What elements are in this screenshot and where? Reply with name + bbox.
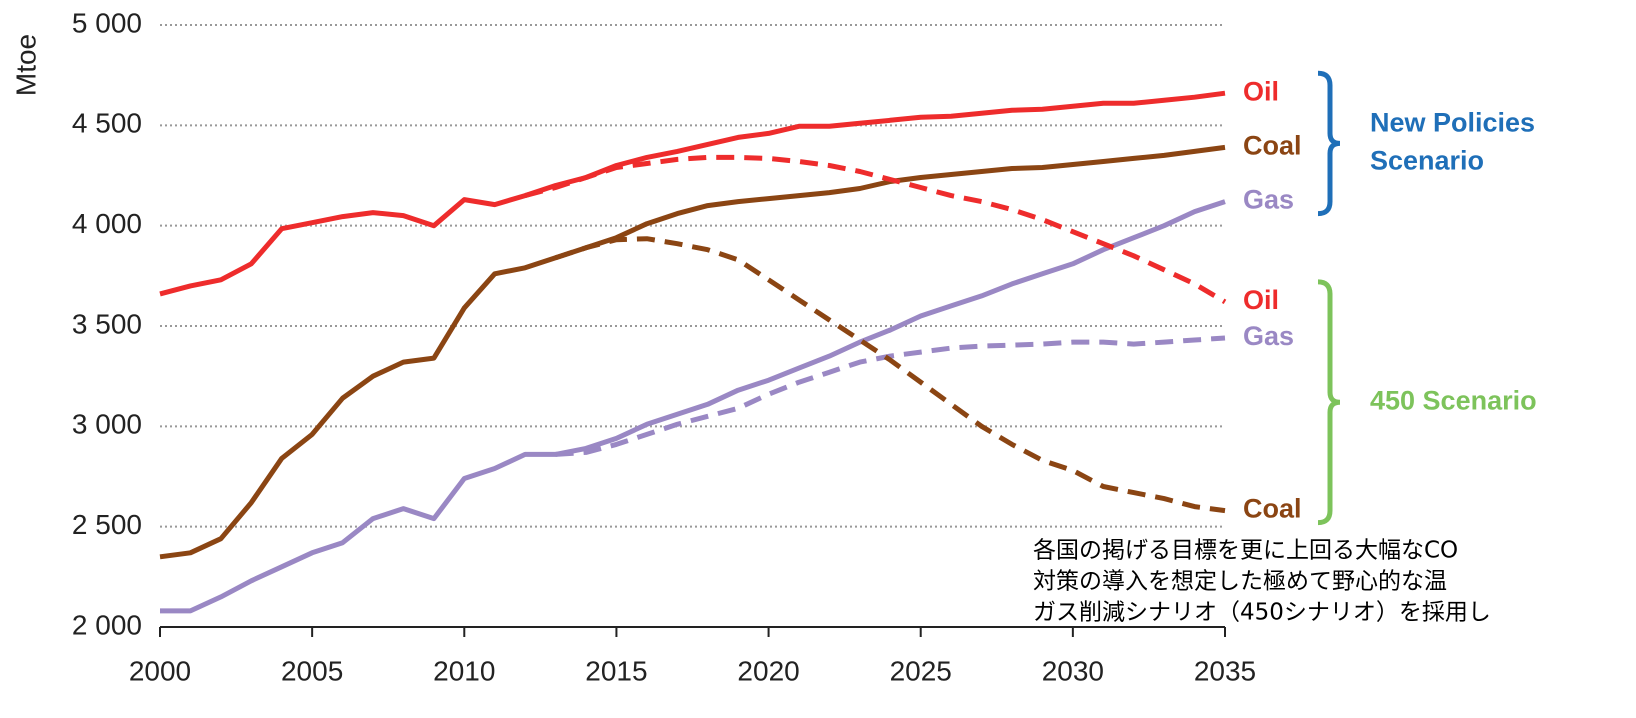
x-tick-label: 2005 — [281, 655, 343, 686]
series-line — [555, 335, 1226, 457]
y-tick-label: 3 000 — [72, 409, 142, 440]
y-tick-label: 2 000 — [72, 609, 142, 640]
y-tick-label: 4 000 — [72, 208, 142, 239]
y-axis-label: Mtoe — [10, 34, 41, 96]
series-line — [159, 90, 1226, 297]
brace — [1317, 279, 1341, 526]
brace — [1317, 70, 1341, 217]
line-end-label: Oil — [1243, 285, 1279, 315]
series-line — [524, 154, 1227, 305]
x-tick-label: 2020 — [737, 655, 799, 686]
scenario-label: 450 Scenario — [1370, 385, 1537, 415]
x-tick-label: 2010 — [433, 655, 495, 686]
line-end-label: Oil — [1243, 76, 1279, 106]
y-tick-label: 4 500 — [72, 108, 142, 139]
line-end-label: Coal — [1243, 494, 1302, 524]
series-line — [159, 144, 1226, 560]
line-end-label: Gas — [1243, 321, 1294, 351]
line-end-label: Coal — [1243, 131, 1302, 161]
scenario-label: New Policies — [1370, 108, 1535, 138]
annotation: 各国の掲げる目標を更に上回る大幅なCO — [1033, 538, 1458, 564]
x-tick-label: 2000 — [129, 655, 191, 686]
y-tick-label: 5 000 — [72, 7, 142, 38]
scenario-label: Scenario — [1370, 146, 1484, 176]
x-tick-label: 2035 — [1194, 655, 1256, 686]
series-line — [160, 199, 1226, 614]
annotation: ガス削減シナリオ（450シナリオ）を採用し — [1033, 600, 1491, 626]
x-tick-label: 2015 — [585, 655, 647, 686]
line-end-label: Gas — [1243, 185, 1294, 215]
annotation: 対策の導入を想定した極めて野心的な温 — [1033, 569, 1447, 595]
x-tick-label: 2025 — [890, 655, 952, 686]
series-line — [554, 236, 1226, 514]
y-tick-label: 3 500 — [72, 308, 142, 339]
y-tick-label: 2 500 — [72, 509, 142, 540]
x-tick-label: 2030 — [1042, 655, 1104, 686]
